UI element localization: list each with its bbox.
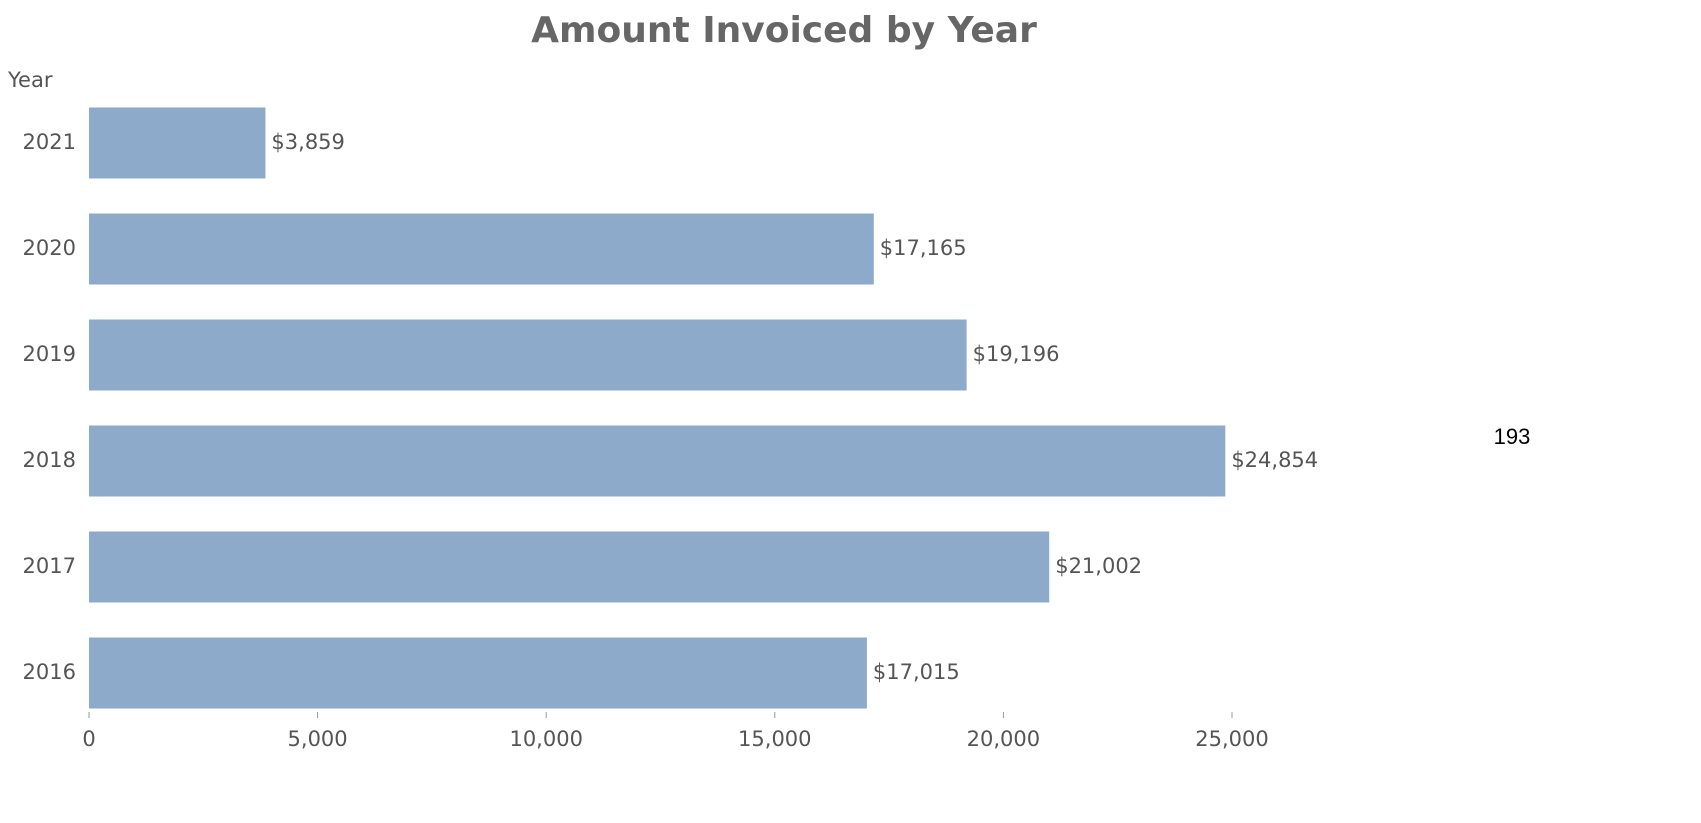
data-label: $3,859 (271, 130, 344, 154)
y-tick-label: 2020 (23, 236, 76, 260)
bar (89, 425, 1226, 497)
data-label: $21,002 (1055, 554, 1142, 578)
y-tick-label: 2017 (23, 554, 76, 578)
bar (89, 213, 874, 285)
y-tick-label: 2016 (23, 660, 76, 684)
x-tick-label: 25,000 (1195, 727, 1268, 751)
y-tick-label: 2021 (23, 130, 76, 154)
x-tick-label: 15,000 (738, 727, 811, 751)
bar (89, 637, 867, 709)
annotation: 193 (1494, 424, 1531, 449)
data-label: $24,854 (1231, 448, 1318, 472)
bar (89, 531, 1050, 603)
y-axis-label: Year (7, 68, 53, 92)
data-label: $17,015 (873, 660, 960, 684)
chart-title: Amount Invoiced by Year (531, 10, 1037, 51)
bar (89, 107, 266, 179)
x-tick-label: 20,000 (967, 727, 1040, 751)
x-tick-label: 5,000 (288, 727, 348, 751)
data-label: $19,196 (973, 342, 1060, 366)
x-tick-label: 0 (82, 727, 95, 751)
bar (89, 319, 967, 391)
y-tick-label: 2019 (23, 342, 76, 366)
y-tick-label: 2018 (23, 448, 76, 472)
x-tick-label: 10,000 (509, 727, 582, 751)
data-label: $17,165 (880, 236, 967, 260)
